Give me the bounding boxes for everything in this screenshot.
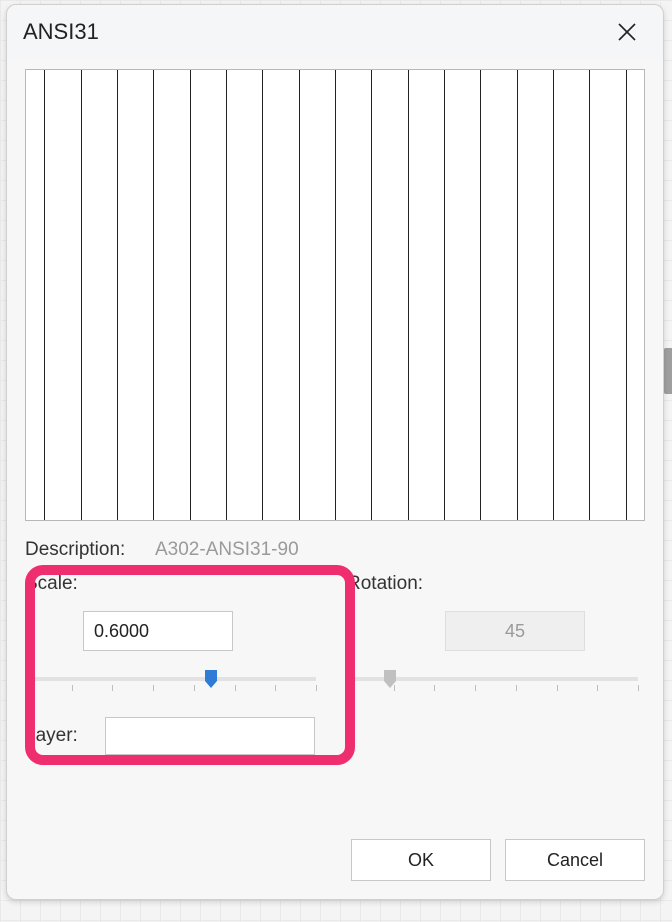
rotation-label: Rotation: [347,573,645,595]
scale-input[interactable] [83,611,233,651]
close-icon[interactable] [607,12,647,52]
rotation-group: Rotation: [335,573,645,695]
rotation-input [445,611,585,651]
titlebar: ANSI31 [7,5,663,59]
scale-slider[interactable] [31,665,316,695]
dialog-footer: OK Cancel [7,825,663,899]
scale-group: Scale: [25,573,335,695]
rotation-slider [353,665,638,695]
description-value: A302-ANSI31-90 [155,539,299,561]
slider-track [31,677,316,681]
outer-scrollbar-nub [664,348,672,394]
dialog-content: Description: A302-ANSI31-90 Scale: Rotat… [7,59,663,825]
cancel-button[interactable]: Cancel [505,839,645,881]
scale-label: Scale: [25,573,323,595]
description-row: Description: A302-ANSI31-90 [25,539,645,561]
dialog-window: ANSI31 Description: A302-ANSI31-90 Scale… [6,4,664,900]
description-label: Description: [25,539,145,561]
dialog-title: ANSI31 [23,19,99,45]
layer-label: Layer: [25,725,95,747]
ok-button[interactable]: OK [351,839,491,881]
layer-row: Layer: [25,717,645,755]
pattern-preview [25,69,645,521]
scale-rotation-row: Scale: Rotation: [25,573,645,695]
layer-select[interactable] [105,717,315,755]
